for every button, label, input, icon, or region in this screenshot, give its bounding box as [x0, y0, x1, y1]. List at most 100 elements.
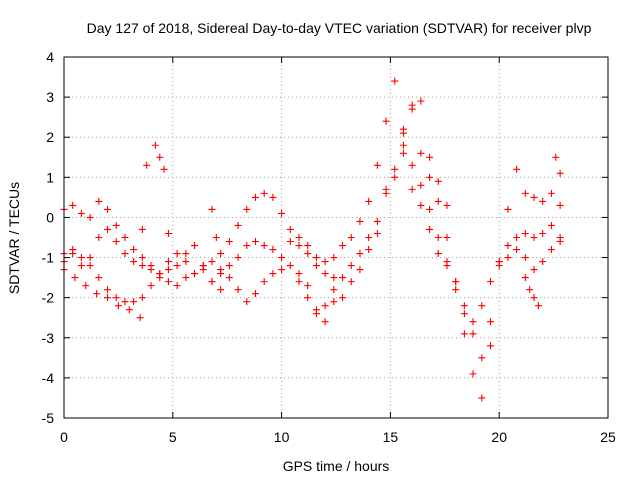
data-point: [460, 310, 468, 318]
data-point: [365, 197, 373, 205]
data-point: [104, 205, 112, 213]
data-point: [556, 238, 564, 246]
data-point: [330, 254, 338, 262]
data-point: [504, 242, 512, 250]
data-point: [112, 238, 120, 246]
data-point: [278, 266, 286, 274]
data-point: [312, 254, 320, 262]
y-tick-label: 1: [46, 169, 54, 185]
data-point: [269, 246, 277, 254]
y-tick-label: 2: [46, 129, 54, 145]
x-tick-label: 20: [491, 429, 507, 445]
data-point: [147, 262, 155, 270]
data-point: [182, 250, 190, 258]
plot-frame: [63, 56, 609, 419]
y-tick-label: 4: [46, 49, 54, 65]
data-point: [269, 193, 277, 201]
data-point: [312, 262, 320, 270]
data-point: [408, 185, 416, 193]
data-point: [417, 97, 425, 105]
data-point: [356, 217, 364, 225]
data-point: [114, 302, 122, 310]
data-point: [417, 181, 425, 189]
data-point: [260, 278, 268, 286]
data-point: [530, 294, 538, 302]
data-point: [539, 197, 547, 205]
data-point: [521, 274, 529, 282]
data-point: [104, 286, 112, 294]
data-point: [426, 225, 434, 233]
data-point: [534, 302, 542, 310]
data-point: [513, 165, 521, 173]
data-point: [138, 225, 146, 233]
data-point: [417, 201, 425, 209]
data-point: [330, 274, 338, 282]
data-point: [312, 310, 320, 318]
data-point: [251, 290, 259, 298]
data-point: [86, 254, 94, 262]
data-point: [539, 258, 547, 266]
data-point: [208, 258, 216, 266]
data-point: [136, 314, 144, 322]
data-point: [71, 274, 79, 282]
data-point: [121, 250, 129, 258]
data-point: [530, 193, 538, 201]
x-tick-label: 0: [60, 429, 68, 445]
data-point: [417, 149, 425, 157]
data-point: [382, 117, 390, 125]
data-point: [486, 342, 494, 350]
data-point: [330, 298, 338, 306]
x-tick-label: 10: [274, 429, 290, 445]
y-tick-label: -5: [42, 410, 55, 426]
data-point: [69, 250, 77, 258]
data-point: [147, 282, 155, 290]
y-axis-label: SDTVAR / TECUs: [6, 182, 22, 294]
y-tick-label: -4: [42, 370, 55, 386]
data-point: [295, 242, 303, 250]
data-point: [434, 197, 442, 205]
series-arc-d: [60, 97, 564, 326]
data-point: [504, 254, 512, 262]
data-point: [382, 189, 390, 197]
data-point: [199, 266, 207, 274]
data-point: [104, 294, 112, 302]
data-point: [321, 258, 329, 266]
data-point: [373, 217, 381, 225]
data-point: [77, 209, 85, 217]
data-point: [426, 153, 434, 161]
y-tick-label: 0: [46, 209, 54, 225]
data-point: [191, 270, 199, 278]
data-point: [278, 209, 286, 217]
data-point: [112, 294, 120, 302]
data-point: [104, 225, 112, 233]
data-point: [504, 205, 512, 213]
data-point: [182, 274, 190, 282]
data-point: [182, 258, 190, 266]
data-point: [321, 302, 329, 310]
data-point: [151, 141, 159, 149]
data-point: [260, 189, 268, 197]
data-point: [547, 189, 555, 197]
data-point: [365, 246, 373, 254]
data-point: [547, 221, 555, 229]
data-point: [478, 302, 486, 310]
data-point: [121, 234, 129, 241]
data-point: [234, 221, 242, 229]
data-point: [160, 165, 168, 173]
data-point: [138, 254, 146, 262]
x-tick-label: 15: [383, 429, 399, 445]
x-axis-label: GPS time / hours: [283, 458, 390, 474]
data-point: [469, 370, 477, 378]
data-point: [243, 205, 251, 213]
data-point: [130, 298, 138, 306]
data-point: [399, 141, 407, 149]
data-point: [339, 242, 347, 250]
data-point: [269, 270, 277, 278]
data-point: [443, 262, 451, 270]
data-point: [478, 394, 486, 402]
data-point: [130, 246, 138, 254]
data-point: [243, 298, 251, 306]
data-point: [138, 262, 146, 270]
data-point: [460, 302, 468, 310]
